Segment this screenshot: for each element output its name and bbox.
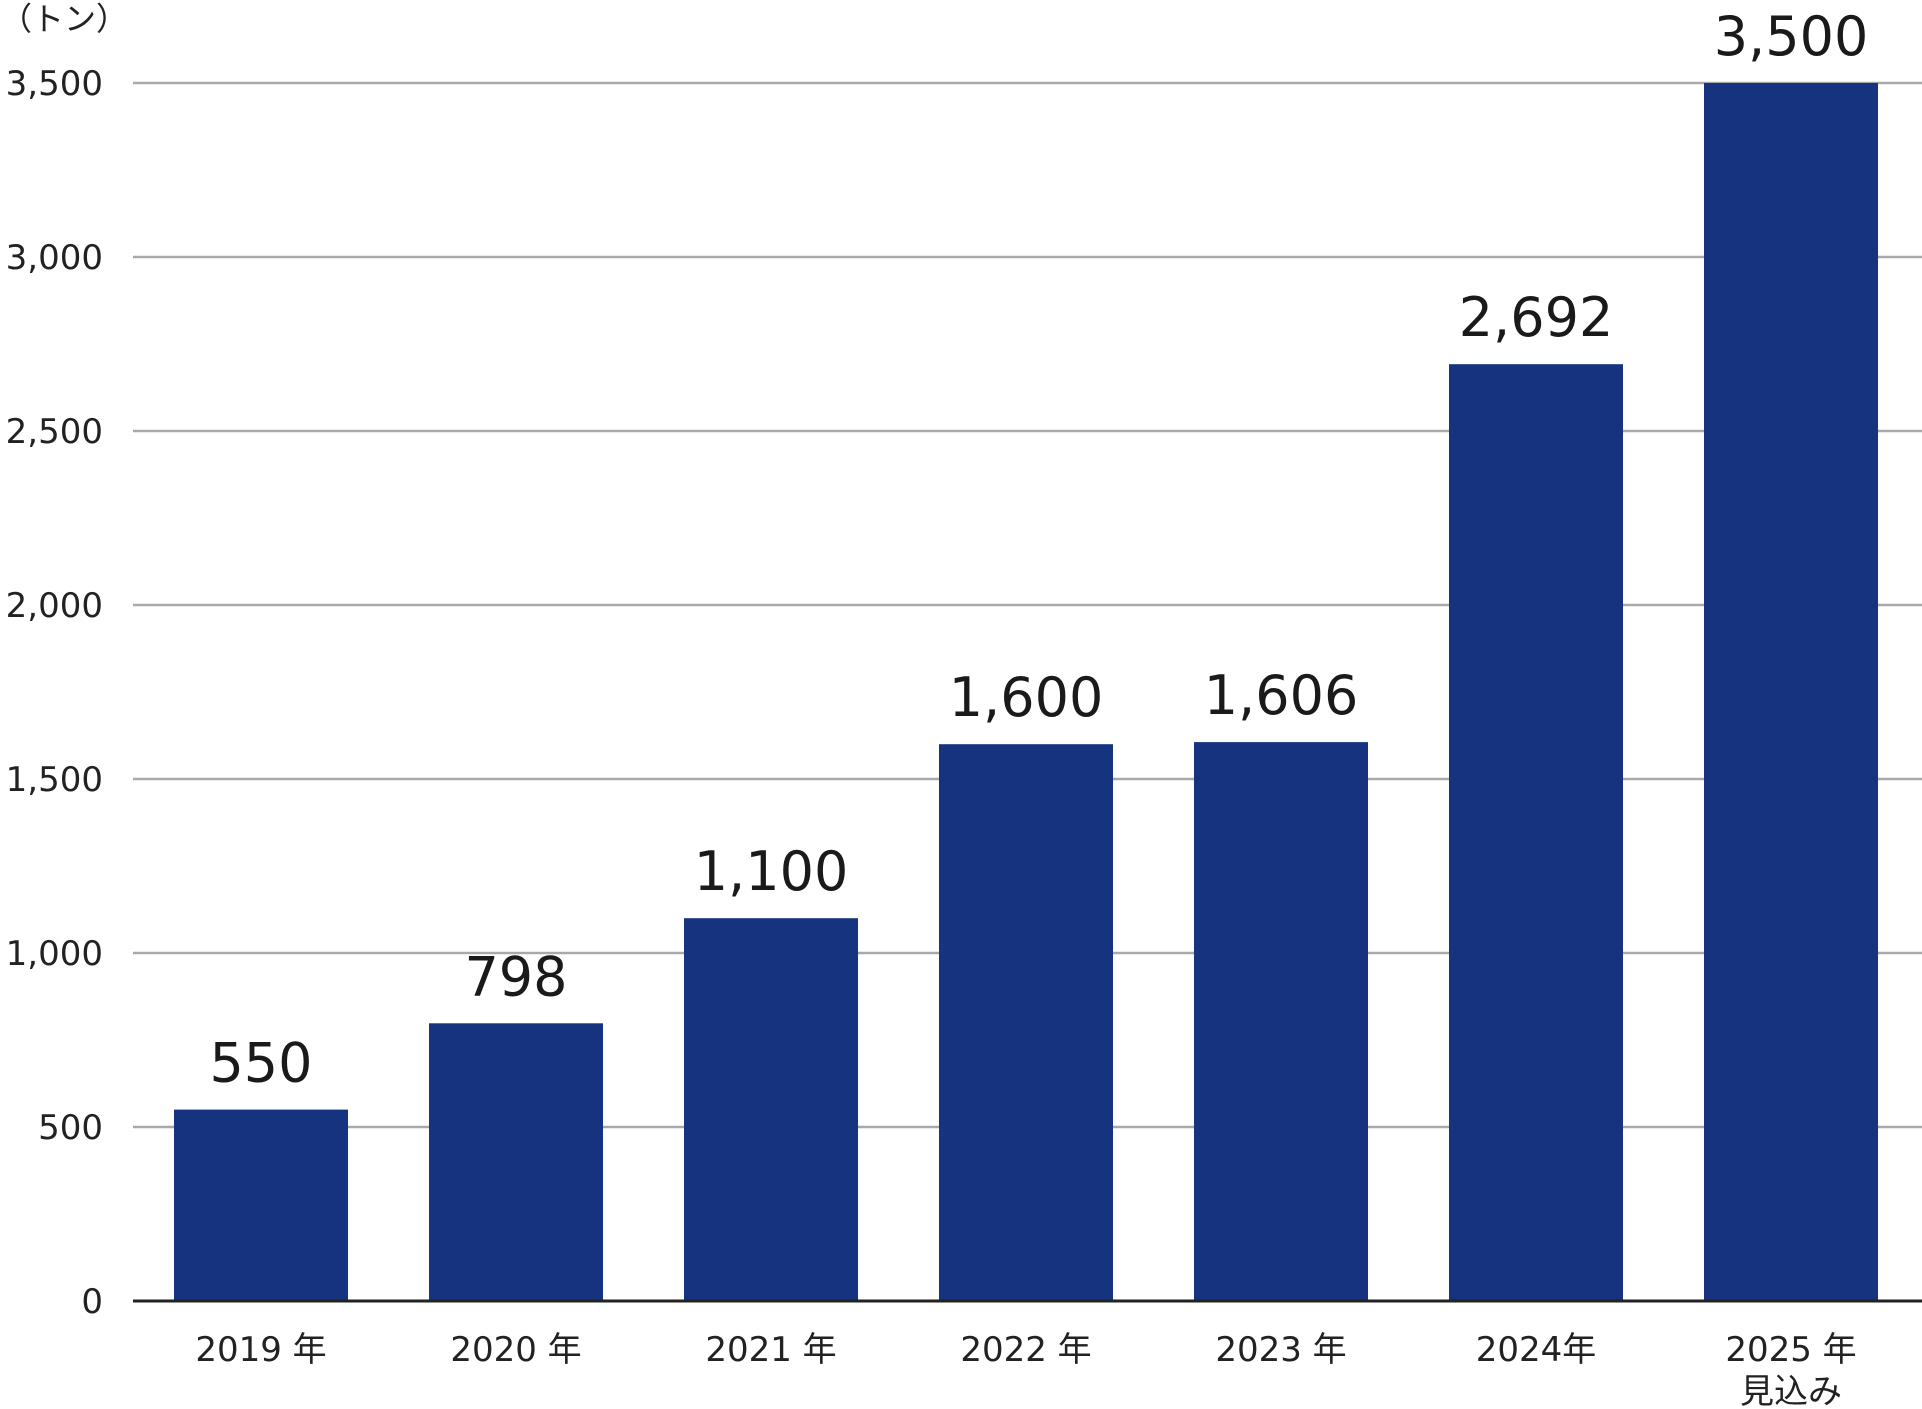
x-category-label: 2019 年 [195, 1330, 326, 1370]
x-category-label: 2025 年 [1725, 1330, 1856, 1370]
x-category-label: 2022 年 [960, 1330, 1091, 1370]
bar-value-label: 1,606 [1204, 664, 1359, 727]
y-tick-label: 1,000 [6, 934, 103, 974]
bar-value-label: 1,600 [949, 666, 1104, 729]
y-tick-label: 1,500 [6, 760, 103, 800]
y-axis-ticks: 0 500 1,000 1,500 2,000 2,500 3,000 3,500 [6, 64, 103, 1322]
y-tick-label: 2,500 [6, 412, 103, 452]
bar-value-label: 798 [464, 945, 567, 1008]
bar [429, 1023, 603, 1301]
x-category-label: 2024年 [1476, 1330, 1597, 1370]
bar [939, 744, 1113, 1301]
bar [1704, 83, 1878, 1301]
y-tick-label: 500 [38, 1108, 103, 1148]
bar-value-label: 1,100 [694, 840, 849, 903]
bar [1194, 742, 1368, 1301]
bar [1449, 364, 1623, 1302]
value-labels: 550 798 1,100 1,600 1,606 2,692 3,500 [209, 5, 1868, 1095]
x-category-label: 見込み [1740, 1372, 1842, 1409]
bars [174, 83, 1878, 1302]
x-category-label: 2020 年 [450, 1330, 581, 1370]
x-category-label: 2021 年 [705, 1330, 836, 1370]
y-tick-label: 0 [81, 1282, 103, 1322]
y-axis-unit-label: （トン） [0, 0, 128, 38]
bar-value-label: 550 [209, 1032, 312, 1095]
bar-value-label: 2,692 [1459, 286, 1614, 349]
x-axis-labels: 2019 年 2020 年 2021 年 2022 年 2023 年 2024年 2025 … [195, 1330, 1856, 1409]
y-tick-label: 3,000 [6, 238, 103, 278]
bar [174, 1109, 348, 1301]
y-tick-label: 3,500 [6, 64, 103, 104]
x-category-label: 2023 年 [1215, 1330, 1346, 1370]
bar-value-label: 3,500 [1714, 5, 1869, 68]
y-tick-label: 2,000 [6, 586, 103, 626]
bar [684, 918, 858, 1301]
